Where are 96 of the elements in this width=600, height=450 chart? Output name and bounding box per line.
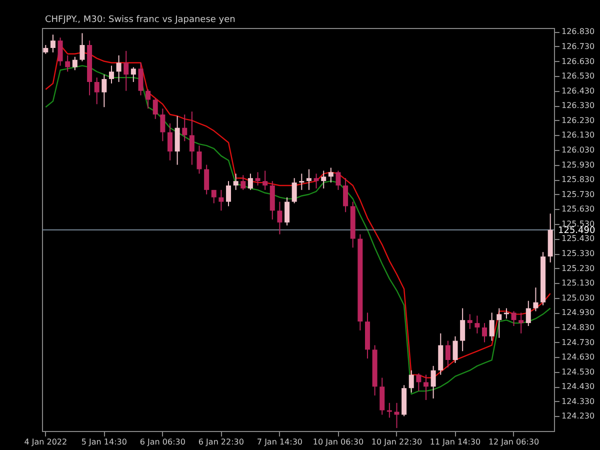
candlestick — [328, 167, 334, 184]
y-tick-label: 125.530 — [562, 219, 595, 228]
y-tick-label: 126.430 — [562, 86, 595, 96]
y-tick-label: 125.230 — [562, 264, 595, 273]
candlestick — [255, 172, 260, 186]
candlestick — [233, 173, 238, 190]
candlestick — [321, 170, 326, 189]
candlestick — [424, 374, 428, 400]
candlestick — [138, 62, 144, 96]
candlestick — [211, 189, 216, 204]
candlestick — [489, 312, 494, 342]
candlestick — [299, 173, 304, 190]
y-tick-label: 126.330 — [562, 101, 595, 110]
y-tick-label: 125.630 — [562, 204, 595, 214]
y-tick-label: 125.130 — [562, 278, 595, 288]
candlestick — [58, 37, 63, 66]
y-tick-label: 124.330 — [562, 396, 595, 406]
x-tick-label: 6 Jan 22:30 — [198, 438, 244, 446]
y-tick-label: 125.730 — [562, 190, 595, 199]
y-tick-label: 124.230 — [562, 412, 595, 421]
candlestick — [124, 50, 129, 92]
candlestick — [343, 178, 348, 213]
x-tick-label: 10 Jan 22:30 — [371, 438, 422, 446]
candlestick — [204, 164, 210, 195]
candlestick — [160, 108, 166, 142]
candlestick — [292, 178, 297, 204]
y-tick-label: 124.930 — [562, 308, 595, 318]
candlestick — [336, 170, 341, 190]
y-tick-label: 124.830 — [562, 322, 595, 332]
candlestick — [262, 170, 268, 190]
ref-line-label: 125.490 — [558, 226, 596, 236]
candlestick — [189, 111, 194, 166]
candlestick — [182, 114, 188, 142]
candlestick — [94, 77, 100, 105]
candlestick — [430, 365, 436, 399]
candlestick — [248, 173, 253, 190]
x-tick-label: 11 Jan 14:30 — [430, 438, 481, 446]
candlestick — [72, 56, 78, 71]
candlestick — [102, 74, 107, 108]
candlestick — [306, 168, 312, 190]
x-tick-label: 7 Jan 14:30 — [256, 438, 302, 446]
y-tick-label: 124.430 — [562, 382, 595, 392]
candlestick — [386, 402, 392, 418]
y-tick-label: 126.130 — [562, 130, 595, 140]
candlestick — [467, 314, 472, 330]
candlestick — [416, 372, 422, 392]
candlestick — [196, 145, 202, 174]
candlestick — [511, 310, 516, 326]
y-tick-label: 124.630 — [562, 352, 595, 362]
candlestick — [284, 196, 290, 226]
candlestick — [240, 174, 246, 190]
candlestick — [380, 377, 385, 416]
candlestick — [108, 65, 114, 84]
candlestick — [452, 336, 458, 364]
candlestick — [65, 54, 70, 72]
y-tick-label: 125.430 — [562, 234, 595, 244]
candlestick — [50, 34, 56, 53]
candlestick — [445, 340, 450, 368]
chart-title: CHFJPY., M30: Swiss franc vs Japanese yen — [45, 15, 236, 25]
x-tick-label: 5 Jan 14:30 — [81, 438, 127, 446]
x-tick-label: 6 Jan 06:30 — [140, 438, 186, 446]
candlestick — [504, 308, 509, 320]
candlestick — [533, 287, 538, 312]
candlestick — [277, 201, 282, 235]
candlestick — [116, 54, 122, 82]
candlestick — [526, 300, 531, 326]
x-tick-label: 4 Jan 2022 — [24, 438, 68, 446]
candlestick — [408, 370, 414, 394]
y-tick-label: 126.630 — [562, 56, 595, 66]
candlestick — [218, 189, 224, 212]
candlestick — [168, 122, 172, 161]
candlestick — [174, 115, 180, 166]
candlestick — [314, 173, 319, 189]
x-tick-label: 10 Jan 06:30 — [312, 438, 364, 446]
y-tick-label: 126.830 — [562, 27, 595, 36]
candlestick — [152, 98, 158, 120]
x-tick-label: 12 Jan 06:30 — [488, 438, 540, 446]
candlestick — [482, 322, 488, 343]
y-tick-label: 125.930 — [562, 160, 595, 170]
y-tick-label: 126.030 — [562, 146, 595, 155]
y-tick-label: 124.730 — [562, 338, 595, 347]
y-tick-label: 126.530 — [562, 72, 595, 81]
candlestick — [146, 88, 151, 110]
candlestick — [460, 308, 466, 352]
y-tick-label: 125.330 — [562, 249, 595, 258]
y-tick-label: 126.730 — [562, 42, 595, 51]
candlestick — [130, 66, 136, 82]
candlestick — [474, 315, 480, 334]
y-tick-label: 125.030 — [562, 293, 595, 302]
y-tick-label: 126.230 — [562, 116, 595, 125]
y-tick-label: 124.530 — [562, 367, 595, 376]
candlestick — [496, 308, 502, 338]
candlestick — [518, 312, 524, 334]
y-tick-label: 125.830 — [562, 175, 595, 184]
candlestick — [226, 180, 232, 207]
candlestick — [80, 32, 85, 62]
